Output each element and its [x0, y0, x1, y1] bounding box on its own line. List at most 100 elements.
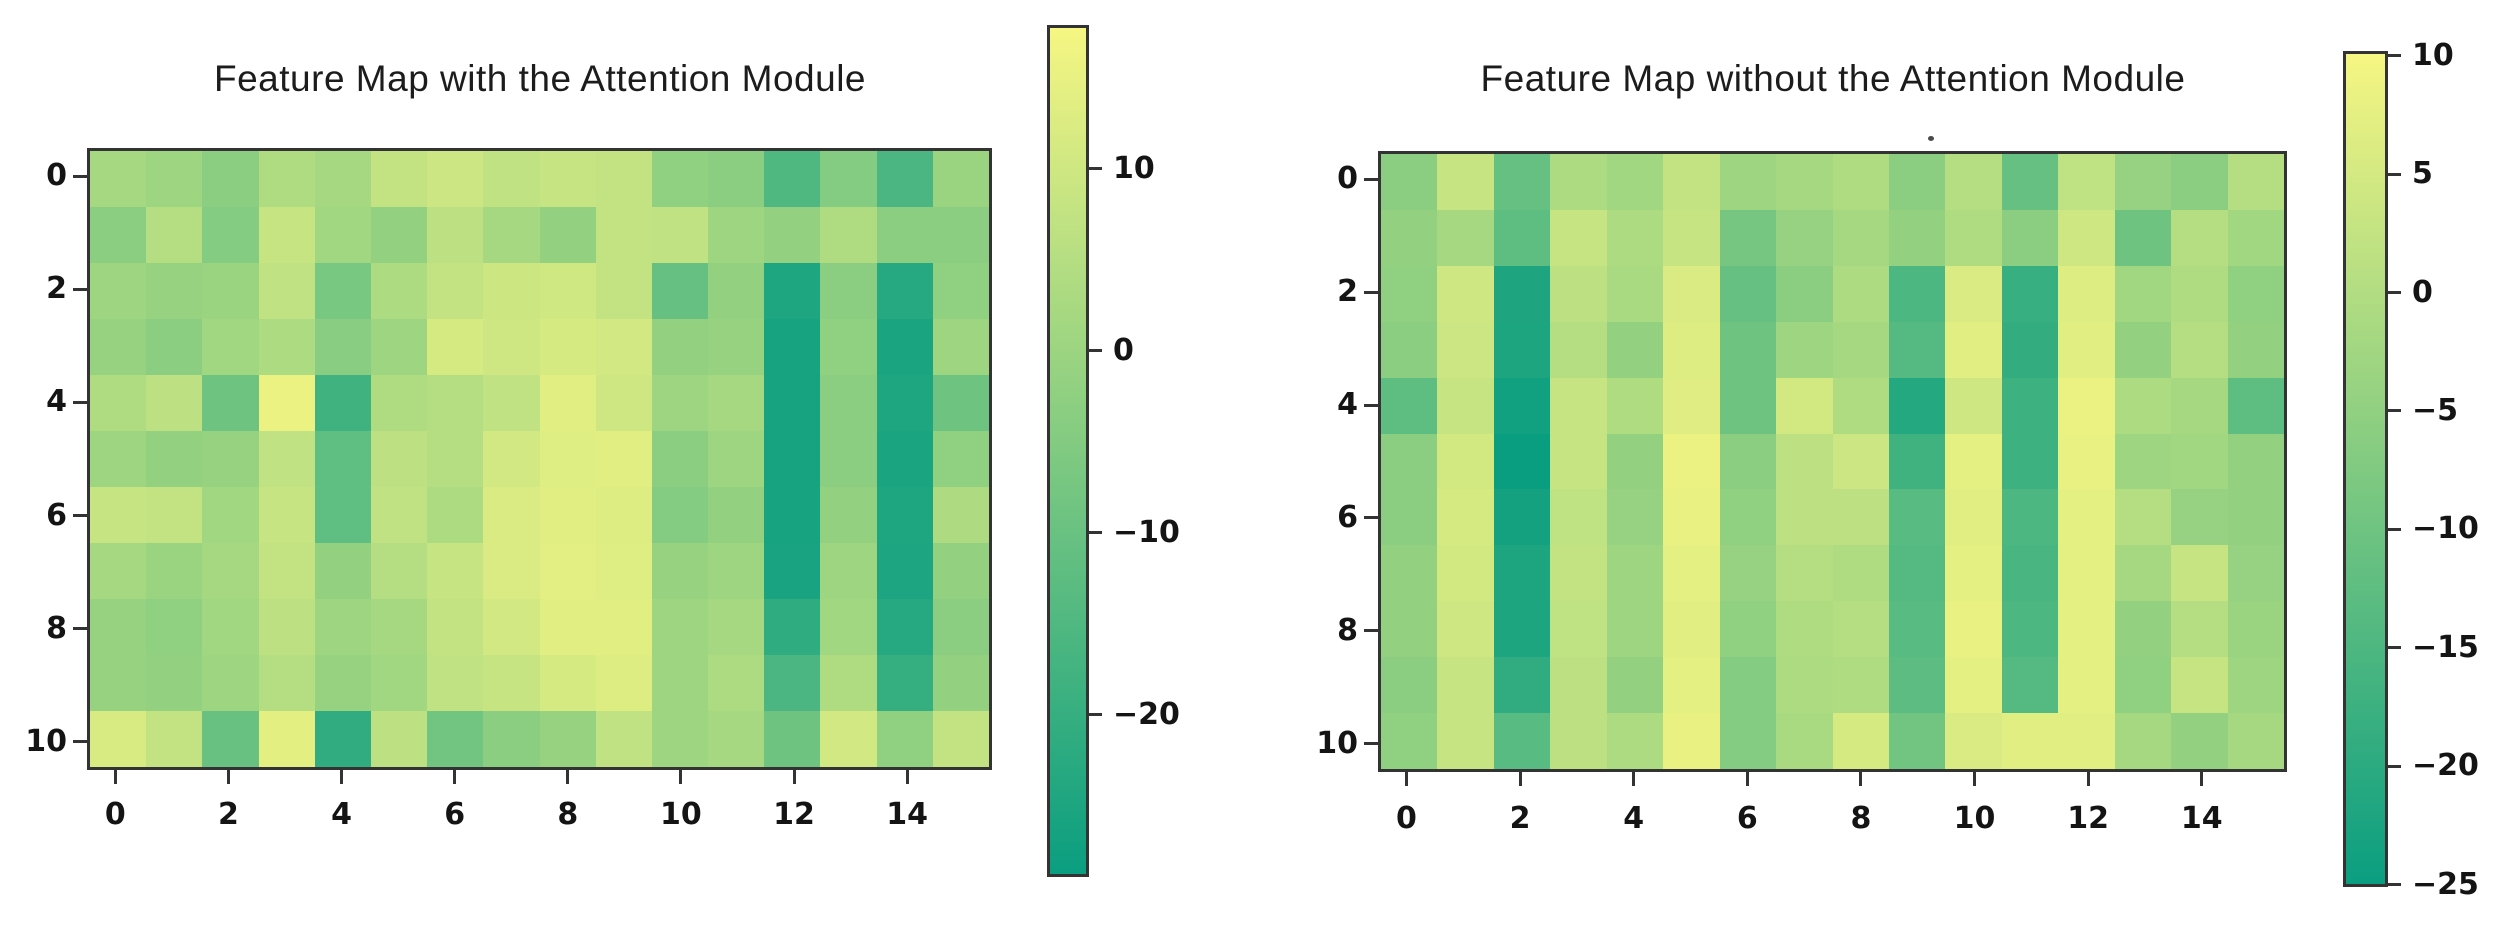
heatmap-cell	[1663, 713, 1720, 769]
heatmap-cell	[2227, 657, 2284, 714]
heatmap-cell	[1663, 265, 1720, 322]
heatmap-cell	[2114, 713, 2172, 769]
heatmap-cell	[1719, 265, 1777, 322]
heatmap-cell	[1888, 377, 1946, 434]
heatmap-cell	[1663, 489, 1720, 546]
heatmap-cell	[595, 599, 652, 655]
heatmap-cell	[764, 319, 821, 375]
heatmap-cell	[1888, 321, 1946, 378]
y-tick	[73, 514, 87, 518]
heatmap-cell	[427, 319, 484, 375]
heatmap-cell	[202, 375, 259, 431]
heatmap-cell	[2171, 154, 2228, 210]
heatmap-cell	[1381, 601, 1438, 658]
heatmap-cell	[1550, 433, 1607, 490]
heatmap-cell	[2227, 545, 2284, 602]
heatmap-cell	[1437, 601, 1494, 658]
heatmap-cell	[1888, 433, 1946, 490]
heatmap-cell	[1776, 713, 1833, 769]
heatmap-cell	[708, 655, 765, 711]
heatmap-cell	[202, 487, 259, 543]
x-tick-label: 6	[1736, 801, 1758, 836]
heatmap-cell	[2227, 713, 2284, 769]
heatmap-cell	[651, 711, 709, 767]
left-chart-title: Feature Map with the Attention Module	[214, 58, 866, 99]
x-tick-label: 14	[886, 797, 929, 832]
heatmap-cell	[820, 711, 877, 767]
heatmap-cell	[2171, 321, 2228, 378]
y-tick	[1364, 177, 1378, 181]
heatmap-cell	[483, 151, 540, 207]
heatmap-cell	[876, 487, 933, 543]
heatmap-cell	[1381, 377, 1438, 434]
heatmap-cell	[258, 375, 315, 431]
heatmap-cell	[2114, 209, 2172, 266]
right-chart-title: Feature Map without the Attention Module	[1480, 58, 2186, 99]
heatmap-cell	[314, 431, 371, 487]
heatmap-cell	[1437, 209, 1494, 266]
heatmap-cell	[1550, 545, 1607, 602]
heatmap-cell	[1550, 377, 1607, 434]
heatmap-cell	[202, 711, 259, 767]
heatmap-left	[87, 148, 992, 770]
heatmap-cell	[2058, 377, 2115, 434]
heatmap-cell	[146, 319, 203, 375]
heatmap-cell	[876, 319, 933, 375]
y-tick	[73, 627, 87, 631]
heatmap-cell	[595, 375, 652, 431]
heatmap-cell	[1663, 154, 1720, 210]
heatmap-cell	[1381, 657, 1438, 714]
heatmap-cell	[764, 543, 821, 599]
heatmap-cell	[202, 543, 259, 599]
x-tick-label: 0	[104, 797, 126, 832]
heatmap-cell	[258, 319, 315, 375]
heatmap-cell	[202, 207, 259, 263]
heatmap-cell	[595, 151, 652, 207]
heatmap-cell	[2227, 377, 2284, 434]
y-tick-label: 6	[46, 497, 67, 533]
heatmap-cell	[146, 375, 203, 431]
heatmap-cell	[90, 151, 147, 207]
heatmap-cell	[1606, 713, 1664, 769]
heatmap-cell	[1493, 433, 1551, 490]
heatmap-cell	[1832, 321, 1889, 378]
heatmap-cell	[764, 487, 821, 543]
heatmap-cell	[651, 543, 709, 599]
x-tick	[1632, 772, 1636, 786]
colorbar-tick-label: 5	[2412, 156, 2433, 192]
heatmap-cell	[1888, 601, 1946, 658]
heatmap-cell	[764, 207, 821, 263]
heatmap-cell	[1776, 657, 1833, 714]
y-tick	[73, 174, 87, 178]
heatmap-cell	[539, 487, 596, 543]
heatmap-cell	[932, 263, 989, 319]
x-tick	[1973, 772, 1977, 786]
heatmap-cell	[258, 263, 315, 319]
colorbar-tick	[2388, 409, 2401, 413]
heatmap-cell	[2114, 377, 2172, 434]
x-tick-label: 10	[660, 797, 702, 832]
heatmap-cell	[764, 431, 821, 487]
heatmap-cell	[932, 319, 989, 375]
heatmap-cell	[651, 263, 709, 319]
heatmap-cell	[539, 263, 596, 319]
colorbar-tick-label: 10	[1113, 150, 1155, 186]
heatmap-cell	[820, 263, 877, 319]
heatmap-cell	[1945, 657, 2002, 714]
heatmap-cell	[2227, 433, 2284, 490]
heatmap-cell	[2058, 433, 2115, 490]
heatmap-cell	[595, 711, 652, 767]
heatmap-cell	[146, 487, 203, 543]
y-tick-label: 6	[1337, 499, 1358, 535]
x-tick	[113, 770, 117, 784]
x-tick	[792, 770, 796, 784]
heatmap-cell	[370, 375, 428, 431]
heatmap-cell	[146, 543, 203, 599]
heatmap-cell	[1776, 154, 1833, 210]
heatmap-cell	[314, 487, 371, 543]
heatmap-cell	[1945, 489, 2002, 546]
heatmap-cell	[876, 711, 933, 767]
colorbar-tick	[2388, 172, 2401, 176]
heatmap-cell	[651, 487, 709, 543]
